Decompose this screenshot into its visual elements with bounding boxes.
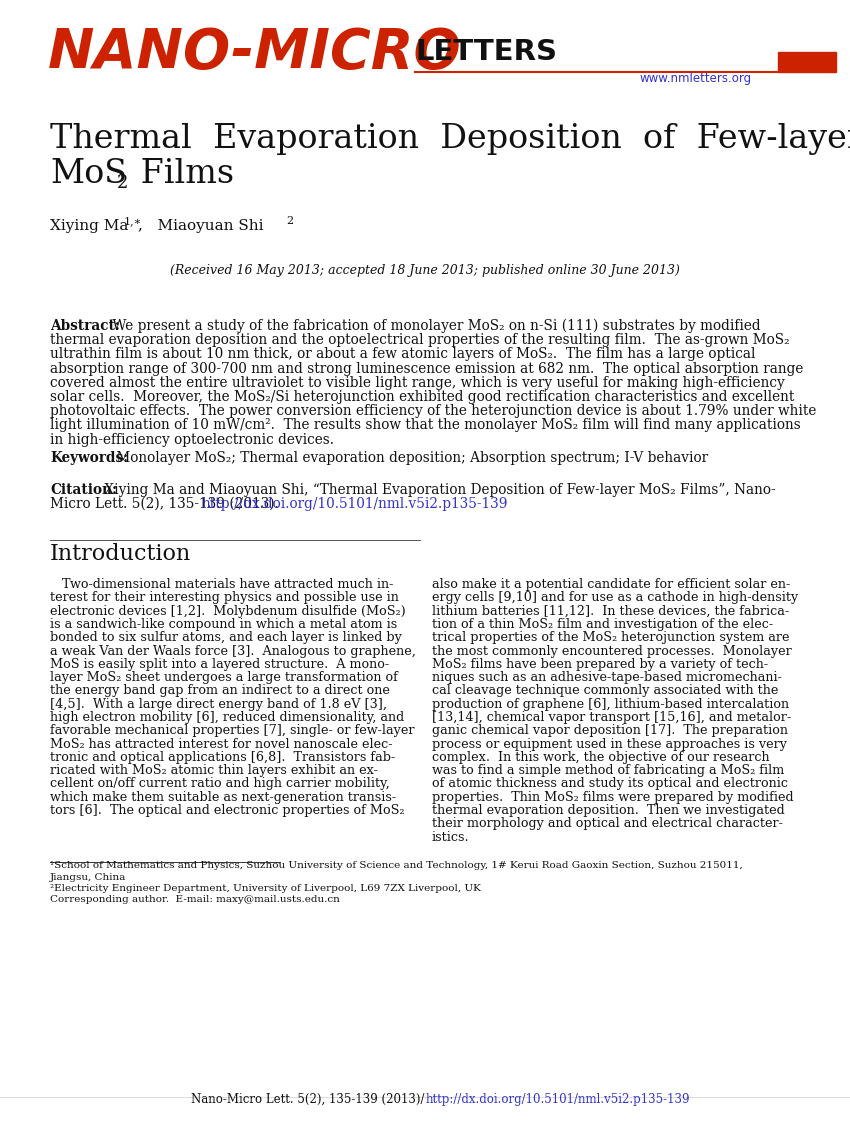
Text: a weak Van der Waals force [3].  Analogous to graphene,: a weak Van der Waals force [3]. Analogou… [50,645,416,657]
Text: the most commonly encountered processes.  Monolayer: the most commonly encountered processes.… [432,645,791,657]
Text: ultrathin film is about 10 nm thick, or about a few atomic layers of MoS₂.  The : ultrathin film is about 10 nm thick, or … [50,347,756,362]
Text: cellent on/off current ratio and high carrier mobility,: cellent on/off current ratio and high ca… [50,778,390,790]
Text: Keywords:: Keywords: [50,451,128,464]
Text: ARTICLE: ARTICLE [781,61,829,71]
Text: of atomic thickness and study its optical and electronic: of atomic thickness and study its optica… [432,778,788,790]
Text: ²Electricity Engineer Department, University of Liverpool, L69 7ZX Liverpool, UK: ²Electricity Engineer Department, Univer… [50,884,481,893]
Text: covered almost the entire ultraviolet to visible light range, which is very usef: covered almost the entire ultraviolet to… [50,375,785,390]
Text: Corresponding author.  E-mail: maxy@mail.usts.edu.cn: Corresponding author. E-mail: maxy@mail.… [50,896,340,905]
Text: MoS₂ has attracted interest for novel nanoscale elec-: MoS₂ has attracted interest for novel na… [50,737,393,751]
Text: Nano-Micro Lett. 5(2), 135-139 (2013)/: Nano-Micro Lett. 5(2), 135-139 (2013)/ [191,1093,425,1106]
Text: is a sandwich-like compound in which a metal atom is: is a sandwich-like compound in which a m… [50,618,397,631]
Text: ricated with MoS₂ atomic thin layers exhibit an ex-: ricated with MoS₂ atomic thin layers exh… [50,764,378,778]
Text: ergy cells [9,10] and for use as a cathode in high-density: ergy cells [9,10] and for use as a catho… [432,592,798,604]
Text: We present a study of the fabrication of monolayer MoS₂ on n-Si (111) substrates: We present a study of the fabrication of… [108,319,761,332]
Text: NANO-MICRO: NANO-MICRO [48,26,462,80]
Text: trical properties of the MoS₂ heterojunction system are: trical properties of the MoS₂ heterojunc… [432,631,790,645]
Text: electronic devices [1,2].  Molybdenum disulfide (MoS₂): electronic devices [1,2]. Molybdenum dis… [50,604,405,618]
Text: lithium batteries [11,12].  In these devices, the fabrica-: lithium batteries [11,12]. In these devi… [432,604,789,618]
Text: [4,5].  With a large direct energy band of 1.8 eV [3],: [4,5]. With a large direct energy band o… [50,698,387,711]
Text: high electron mobility [6], reduced dimensionality, and: high electron mobility [6], reduced dime… [50,711,405,724]
Text: http://dx.doi.org/10.5101/nml.v5i2.p135-139: http://dx.doi.org/10.5101/nml.v5i2.p135-… [202,497,508,511]
Text: www.nmletters.org: www.nmletters.org [640,72,752,85]
Bar [778,52,836,72]
Text: complex.  In this work, the objective of our research: complex. In this work, the objective of … [432,751,769,764]
Text: Films: Films [130,158,234,190]
Text: MoS₂ films have been prepared by a variety of tech-: MoS₂ films have been prepared by a varie… [432,658,768,671]
Text: niques such as an adhesive-tape-based micromechani-: niques such as an adhesive-tape-based mi… [432,671,782,684]
Text: istics.: istics. [432,831,469,844]
Text: Two-dimensional materials have attracted much in-: Two-dimensional materials have attracted… [50,578,394,591]
Text: tion of a thin MoS₂ film and investigation of the elec-: tion of a thin MoS₂ film and investigati… [432,618,774,631]
Text: favorable mechanical properties [7], single- or few-layer: favorable mechanical properties [7], sin… [50,725,415,737]
Text: Citation:: Citation: [50,482,117,497]
Text: photovoltaic effects.  The power conversion efficiency of the heterojunction dev: photovoltaic effects. The power conversi… [50,405,816,418]
Text: absorption range of 300-700 nm and strong luminescence emission at 682 nm.  The : absorption range of 300-700 nm and stron… [50,362,803,375]
Text: their morphology and optical and electrical character-: their morphology and optical and electri… [432,817,783,831]
Text: thermal evaporation deposition and the optoelectrical properties of the resultin: thermal evaporation deposition and the o… [50,334,790,347]
Text: terest for their interesting physics and possible use in: terest for their interesting physics and… [50,592,399,604]
Text: Xiying Ma: Xiying Ma [50,219,128,233]
Text: thermal evaporation deposition.  Then we investigated: thermal evaporation deposition. Then we … [432,804,785,817]
Text: the energy band gap from an indirect to a direct one: the energy band gap from an indirect to … [50,684,390,698]
Text: MoS: MoS [50,158,128,190]
Text: light illumination of 10 mW/cm².  The results show that the monolayer MoS₂ film : light illumination of 10 mW/cm². The res… [50,418,801,433]
Text: 2: 2 [117,174,128,192]
Text: Xiying Ma and Miaoyuan Shi, “Thermal Evaporation Deposition of Few-layer MoS₂ Fi: Xiying Ma and Miaoyuan Shi, “Thermal Eva… [100,482,775,497]
Text: properties.  Thin MoS₂ films were prepared by modified: properties. Thin MoS₂ films were prepare… [432,791,794,804]
Text: solar cells.  Moreover, the MoS₂/Si heterojunction exhibited good rectification : solar cells. Moreover, the MoS₂/Si heter… [50,390,795,403]
Text: process or equipment used in these approaches is very: process or equipment used in these appro… [432,737,787,751]
Text: ¹School of Mathematics and Physics, Suzhou University of Science and Technology,: ¹School of Mathematics and Physics, Suzh… [50,861,743,870]
Text: Abstract:: Abstract: [50,319,120,332]
Text: bonded to six sulfur atoms, and each layer is linked by: bonded to six sulfur atoms, and each lay… [50,631,402,645]
Text: (Received 16 May 2013; accepted 18 June 2013; published online 30 June 2013): (Received 16 May 2013; accepted 18 June … [170,264,680,277]
Text: MoS is easily split into a layered structure.  A mono-: MoS is easily split into a layered struc… [50,658,389,671]
Text: ,   Miaoyuan Shi: , Miaoyuan Shi [138,219,264,233]
Text: was to find a simple method of fabricating a MoS₂ film: was to find a simple method of fabricati… [432,764,785,778]
Text: [13,14], chemical vapor transport [15,16], and metalor-: [13,14], chemical vapor transport [15,16… [432,711,791,724]
Text: http://dx.doi.org/10.5101/nml.v5i2.p135-139: http://dx.doi.org/10.5101/nml.v5i2.p135-… [426,1093,690,1106]
Text: 1,∗: 1,∗ [124,216,142,227]
Text: tors [6].  The optical and electronic properties of MoS₂: tors [6]. The optical and electronic pro… [50,804,405,817]
Text: layer MoS₂ sheet undergoes a large transformation of: layer MoS₂ sheet undergoes a large trans… [50,671,398,684]
Text: Jiangsu, China: Jiangsu, China [50,872,127,881]
Text: Introduction: Introduction [50,543,191,565]
Text: which make them suitable as next-generation transis-: which make them suitable as next-generat… [50,791,396,804]
Text: cal cleavage technique commonly associated with the: cal cleavage technique commonly associat… [432,684,779,698]
Text: LETTERS: LETTERS [415,38,557,66]
Text: 2: 2 [286,216,293,227]
Text: Monolayer MoS₂; Thermal evaporation deposition; Absorption spectrum; I-V behavio: Monolayer MoS₂; Thermal evaporation depo… [112,451,708,464]
Text: Micro Lett. 5(2), 135-139 (2013).: Micro Lett. 5(2), 135-139 (2013). [50,497,287,511]
Text: also make it a potential candidate for efficient solar en-: also make it a potential candidate for e… [432,578,790,591]
Text: ganic chemical vapor deposition [17].  The preparation: ganic chemical vapor deposition [17]. Th… [432,725,788,737]
Text: tronic and optical applications [6,8].  Transistors fab-: tronic and optical applications [6,8]. T… [50,751,395,764]
Text: Thermal  Evaporation  Deposition  of  Few-layer: Thermal Evaporation Deposition of Few-la… [50,123,850,156]
Text: in high-efficiency optoelectronic devices.: in high-efficiency optoelectronic device… [50,433,334,446]
Text: production of graphene [6], lithium-based intercalation: production of graphene [6], lithium-base… [432,698,789,711]
